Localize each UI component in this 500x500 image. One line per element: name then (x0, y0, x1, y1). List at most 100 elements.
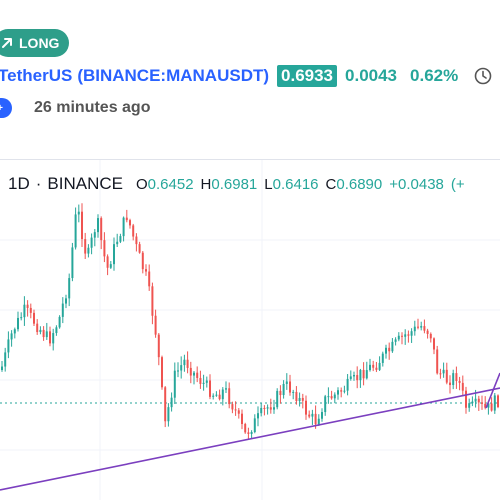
candle-body (103, 240, 106, 257)
candle-body (487, 403, 490, 408)
candle-body (202, 382, 205, 384)
symbol-row: TetherUS (BINANCE:MANAUSDT) 0.6933 0.004… (0, 64, 492, 88)
candle-body (250, 432, 253, 434)
candle-body (244, 424, 247, 433)
candle-body (106, 256, 109, 268)
candle-body (39, 329, 42, 333)
candle-body (170, 397, 173, 408)
author-badge-icon[interactable]: + (0, 98, 12, 118)
price-change-percent: 0.62% (410, 66, 459, 85)
candle-body (433, 338, 435, 350)
candle-body (129, 220, 131, 226)
candle-body (36, 323, 39, 333)
candle-body (279, 390, 282, 396)
candle-body (55, 327, 58, 334)
time-ago: 26 minutes ago (34, 99, 151, 116)
candle-body (327, 396, 330, 398)
candle-body (410, 331, 413, 336)
price-chart[interactable] (0, 160, 500, 500)
candle-body (436, 349, 439, 374)
candle-body (282, 383, 285, 396)
candle-body (116, 241, 119, 245)
candle-body (298, 397, 301, 401)
exchange-label: BINANCE (47, 174, 123, 193)
candle-body (493, 395, 496, 411)
candle-body (458, 380, 461, 383)
candle-body (273, 407, 275, 410)
candle-body (186, 359, 189, 368)
candle-body (420, 326, 423, 328)
candle-body (365, 370, 368, 379)
candle-body (100, 218, 103, 241)
candle-body (289, 381, 291, 393)
candle-body (346, 378, 349, 391)
candle-body (426, 330, 429, 334)
long-badge[interactable]: LONG (0, 29, 70, 57)
candle-body (484, 403, 487, 408)
candle-body (234, 409, 237, 411)
candle-body (449, 382, 451, 386)
candle-body (135, 236, 138, 245)
arrow-up-right-icon (2, 38, 12, 48)
candle-body (260, 407, 263, 414)
candle-body (401, 335, 403, 337)
candle-body (109, 264, 112, 268)
candle-body (337, 390, 339, 395)
candle-body (314, 413, 317, 425)
open-key: O (135, 175, 148, 193)
candle-body (61, 303, 64, 317)
symbol-exchange-link[interactable]: (BINANCE:MANAUSDT) (77, 66, 270, 85)
candle-body (471, 401, 474, 404)
candle-body (369, 364, 371, 371)
symbol-name-link[interactable]: TetherUS (0, 66, 73, 85)
candle-body (407, 334, 410, 336)
open-value: 0.6452 (147, 175, 194, 193)
candle-body (305, 400, 307, 415)
candle-body (145, 269, 147, 272)
candle-body (125, 217, 128, 221)
clock-icon[interactable] (474, 67, 492, 85)
candle-body (4, 352, 7, 367)
candle-body (180, 365, 183, 371)
candle-body (340, 390, 343, 392)
candle-body (84, 239, 87, 254)
candle-body (439, 373, 442, 375)
interval-label[interactable]: 1D (8, 174, 30, 193)
candle-body (237, 410, 240, 414)
candle-body (263, 407, 266, 409)
candle-body (225, 388, 227, 390)
candle-body (356, 375, 359, 381)
candle-body (45, 331, 48, 338)
candle-body (353, 375, 355, 377)
candle-body (93, 232, 96, 238)
candle-body (167, 407, 170, 422)
candle-body (295, 391, 298, 401)
candle-body (7, 339, 10, 353)
legend-separator: · (35, 174, 42, 193)
candle-body (423, 326, 426, 331)
candle-body (119, 236, 122, 242)
candle-body (205, 380, 208, 383)
candle-body (122, 217, 125, 237)
candle-body (90, 237, 93, 248)
candle-body (97, 218, 99, 233)
meta-row: + 26 minutes ago (0, 96, 150, 120)
candle-body (148, 271, 151, 287)
candle-body (13, 329, 16, 334)
candle-body (26, 304, 29, 308)
candle-body (157, 334, 160, 358)
candle-body (378, 362, 381, 370)
candle-body (468, 403, 471, 408)
candle-body (29, 307, 32, 313)
candle-body (497, 395, 499, 407)
candle-body (215, 394, 218, 396)
candle-body (257, 413, 259, 419)
candle-body (381, 353, 384, 363)
candle-body (455, 373, 458, 381)
candle-body (362, 369, 365, 379)
candle-body (154, 315, 157, 335)
candle-body (394, 339, 397, 342)
candle-body (33, 312, 35, 324)
candle-body (391, 341, 394, 352)
price-badge: 0.6933 (277, 65, 338, 87)
